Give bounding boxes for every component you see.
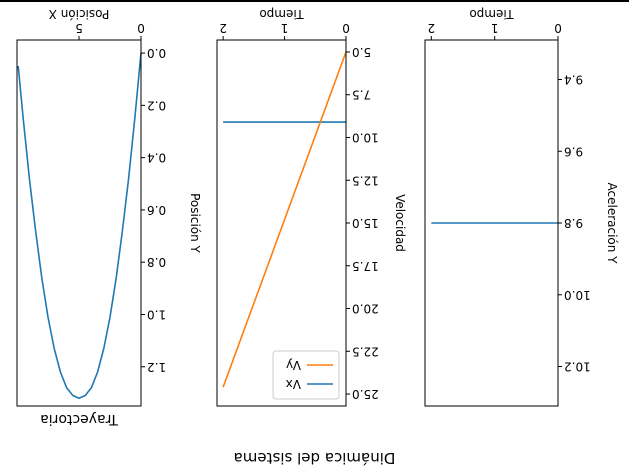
trajectory-ytick-label: 1.0 xyxy=(147,308,166,322)
trajectory-xtick-label: 0 xyxy=(137,21,145,35)
trajectory-axes-frame xyxy=(16,39,142,407)
trajectory-xtick-label: 5 xyxy=(75,21,83,35)
accel-xtick-label: 2 xyxy=(428,21,436,35)
velocity-series-vy xyxy=(222,51,347,388)
velocity-ytick-label: 15.0 xyxy=(352,216,379,230)
velocity-ytick-label: 22.5 xyxy=(352,344,379,358)
velocity-panel: 0125.07.510.012.515.017.520.022.525.0Tie… xyxy=(216,7,407,407)
trajectory-series-0 xyxy=(17,53,142,400)
trajectory-panel: 0 5 0.0 0.2 0.4 0.6 0.8 1.0 1.2 Posición X Posició… xyxy=(16,7,202,427)
velocity-xtick-label: 0 xyxy=(342,21,350,35)
accel-xtick-label: 1 xyxy=(491,21,499,35)
trajectory-xlabel: Posición X xyxy=(49,7,110,21)
accel-ytick-label: 9.6 xyxy=(564,144,583,158)
velocity-xlabel: Tiempo xyxy=(259,7,304,21)
velocity-ytick-label: 7.5 xyxy=(352,88,371,102)
legend-label-vy: Vy xyxy=(286,358,301,372)
velocity-ytick-label: 17.5 xyxy=(352,259,379,273)
accel-xtick-label: 0 xyxy=(554,21,562,35)
velocity-xtick-label: 2 xyxy=(219,21,227,35)
velocity-ytick-label: 10.0 xyxy=(352,130,379,144)
velocity-ytick-label: 25.0 xyxy=(352,387,379,401)
figure-title: Dinámica del sistema xyxy=(234,449,396,467)
accel-ytick-label: 9.8 xyxy=(564,216,583,230)
velocity-legend: Vx Vy xyxy=(272,350,340,400)
accel-xlabel: Tiempo xyxy=(469,7,514,21)
accel-ytick-label: 9.4 xyxy=(564,72,583,86)
trajectory-ytick-label: 1.2 xyxy=(147,360,166,374)
accel-panel: 0 1 2 9.4 9.6 9.8 10.0 10.2 Tiempo Aceleración Y xyxy=(424,7,619,407)
velocity-xtick-label: 1 xyxy=(281,21,289,35)
trajectory-ylabel: Posición Y xyxy=(188,193,202,253)
trajectory-ytick-label: 0.4 xyxy=(147,151,166,165)
legend-label-vx: Vx xyxy=(286,377,301,391)
velocity-ytick-label: 5.0 xyxy=(352,45,371,59)
velocity-ytick-label: 20.0 xyxy=(352,302,379,316)
accel-ylabel: Aceleración Y xyxy=(605,182,619,264)
velocity-ytick-label: 12.5 xyxy=(352,173,379,187)
velocity-ylabel: Velocidad xyxy=(393,194,407,252)
trajectory-ytick-label: 0.0 xyxy=(147,46,166,60)
trajectory-ytick-label: 0.2 xyxy=(147,98,166,112)
trajectory-title: Trayectoria xyxy=(40,411,119,427)
trajectory-ytick-label: 0.6 xyxy=(147,203,166,217)
top-border xyxy=(0,0,629,2)
trajectory-ytick-label: 0.8 xyxy=(147,255,166,269)
accel-ytick-label: 10.2 xyxy=(564,360,591,374)
accel-ytick-label: 10.0 xyxy=(564,288,591,302)
legend-box xyxy=(272,350,340,400)
